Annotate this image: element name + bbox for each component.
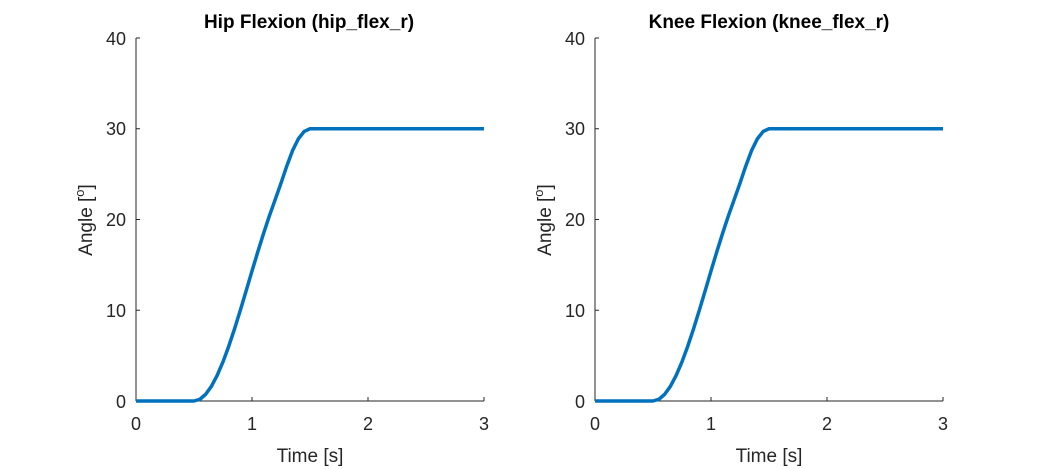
x-tick-label: 3 bbox=[938, 414, 948, 434]
y-axis-label-close: ] bbox=[535, 184, 556, 189]
x-tick-label: 2 bbox=[822, 414, 832, 434]
x-tick-label: 1 bbox=[706, 414, 716, 434]
series-line bbox=[136, 127, 484, 403]
x-tick-label: 2 bbox=[363, 414, 373, 434]
y-axis-label-sup: o bbox=[72, 189, 87, 196]
chart-title: Hip Flexion (hip_flex_r) bbox=[204, 12, 414, 33]
y-tick-label: 20 bbox=[106, 210, 126, 230]
y-axis-label: Angle [o] bbox=[531, 184, 556, 256]
y-tick-label: 10 bbox=[565, 301, 585, 321]
y-tick-label: 0 bbox=[575, 392, 585, 412]
y-axis-label-text: Angle [ bbox=[535, 196, 556, 256]
y-axis-label-sup: o bbox=[531, 189, 546, 196]
y-tick-label: 20 bbox=[565, 210, 585, 230]
y-tick-label: 30 bbox=[565, 119, 585, 139]
plot-area-hip bbox=[135, 37, 485, 403]
subplot-knee-flexion: Knee Flexion (knee_flex_r) 0 1 2 3 0 10 … bbox=[531, 12, 948, 467]
subplot-hip-flexion: Hip Flexion (hip_flex_r) 0 1 2 3 0 10 20… bbox=[72, 12, 489, 467]
y-tick-label: 30 bbox=[106, 119, 126, 139]
y-axis-label-close: ] bbox=[76, 184, 97, 189]
y-axis-label: Angle [o] bbox=[72, 184, 97, 256]
tick-labels: 0 1 2 3 0 10 20 30 40 bbox=[106, 29, 489, 434]
x-axis-label: Time [s] bbox=[277, 446, 344, 467]
x-tick-label: 1 bbox=[247, 414, 257, 434]
series-line bbox=[595, 127, 943, 403]
y-axis-label-text: Angle [ bbox=[76, 196, 97, 256]
y-tick-label: 0 bbox=[116, 392, 126, 412]
x-tick-label: 0 bbox=[131, 414, 141, 434]
chart-title: Knee Flexion (knee_flex_r) bbox=[649, 12, 890, 33]
plot-area-knee bbox=[594, 37, 944, 403]
y-tick-label: 40 bbox=[106, 29, 126, 49]
x-axis-label: Time [s] bbox=[736, 446, 803, 467]
x-tick-label: 3 bbox=[479, 414, 489, 434]
y-tick-label: 40 bbox=[565, 29, 585, 49]
x-tick-label: 0 bbox=[590, 414, 600, 434]
tick-labels: 0 1 2 3 0 10 20 30 40 bbox=[565, 29, 948, 434]
y-tick-label: 10 bbox=[106, 301, 126, 321]
